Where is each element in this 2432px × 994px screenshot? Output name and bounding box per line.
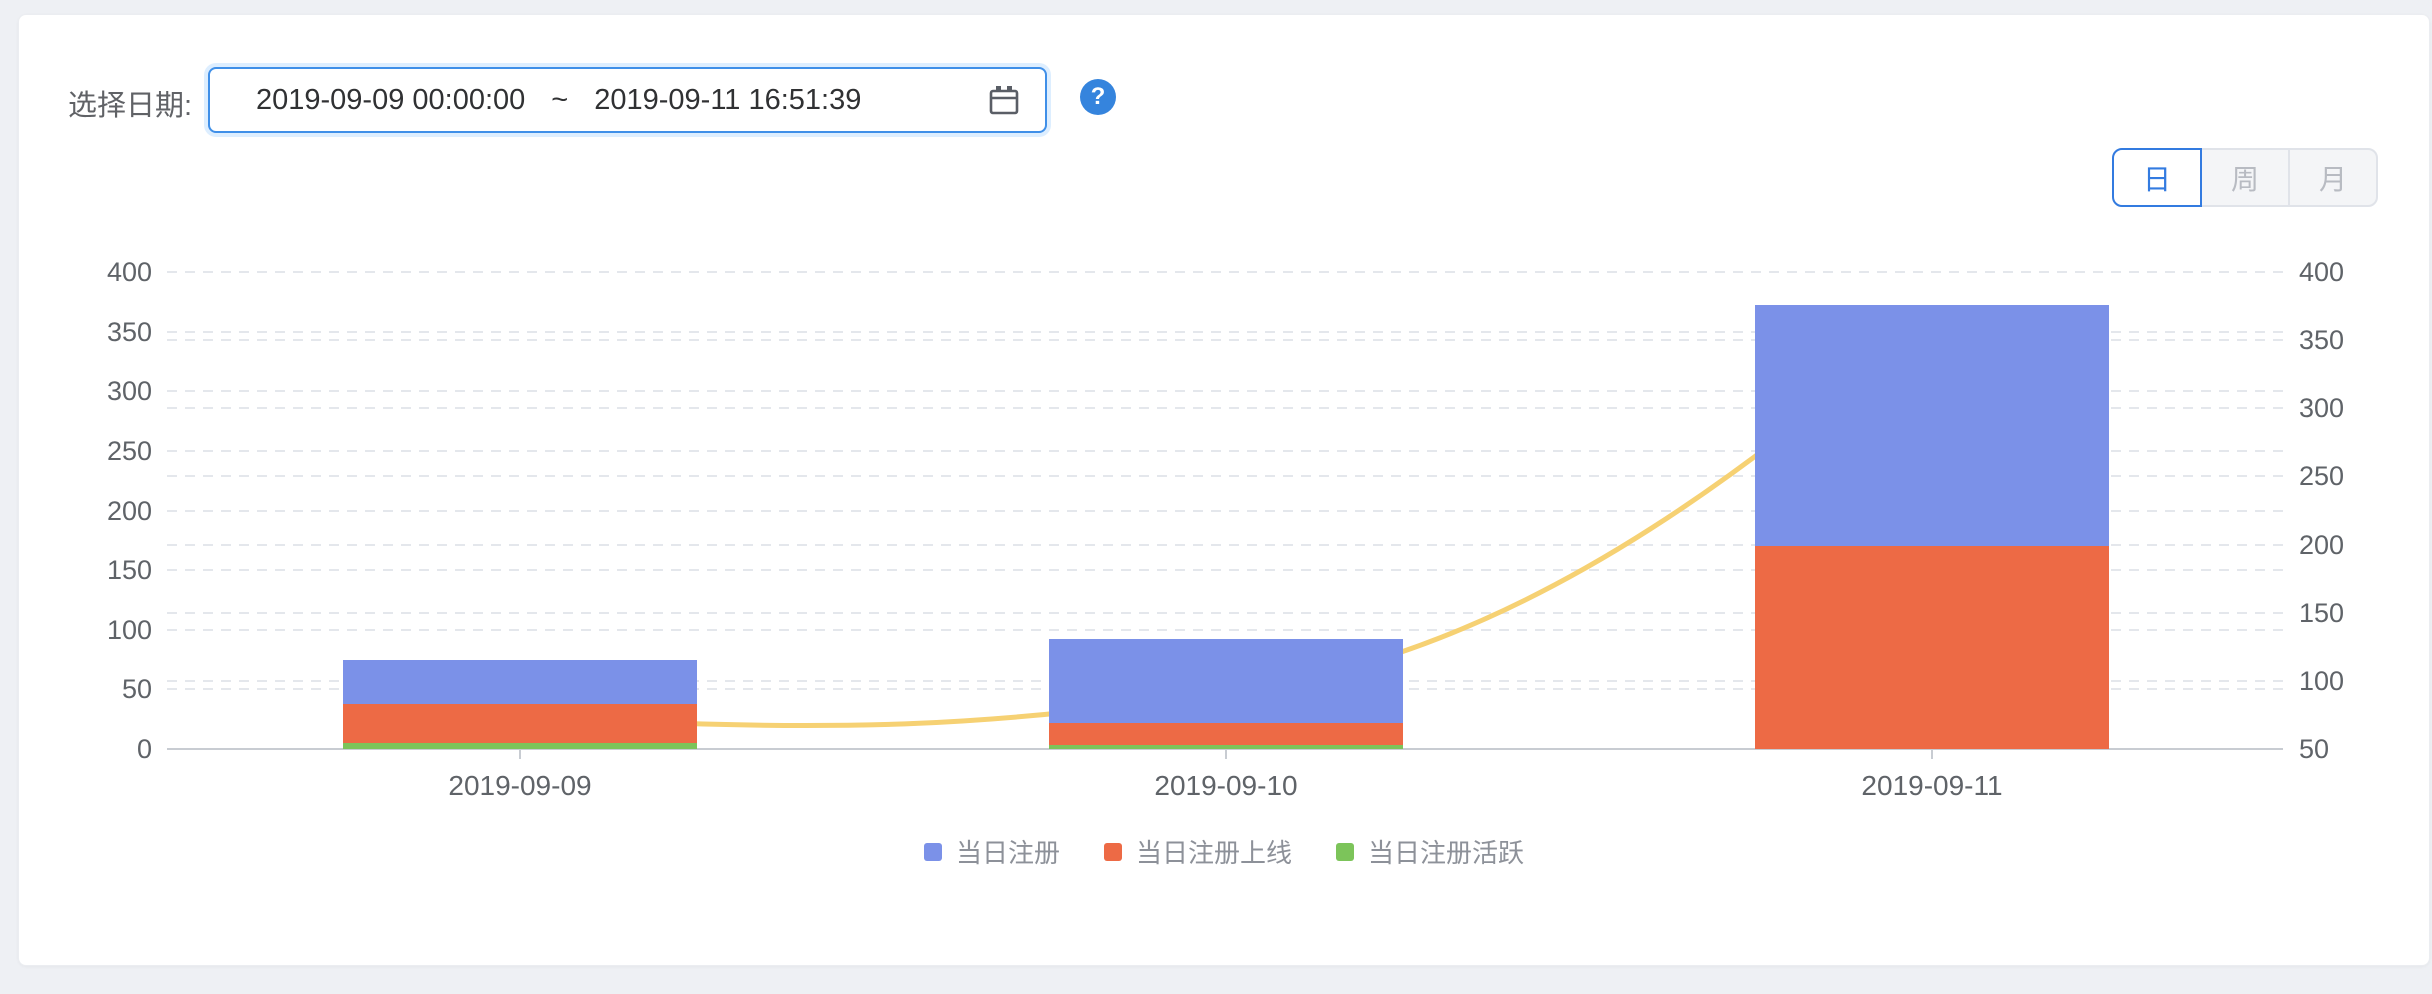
date-range-start: 2019-09-09 00:00:00 [256, 83, 526, 116]
y-axis-label-left: 350 [106, 316, 152, 347]
legend-item[interactable]: 当日注册活跃 [1336, 833, 1524, 870]
calendar-icon[interactable] [987, 83, 1021, 117]
bar-当日注册活跃 [343, 743, 697, 749]
x-axis-tick [1931, 750, 1933, 759]
y-axis-label-right: 300 [2299, 393, 2345, 424]
legend-marker [1336, 842, 1354, 861]
date-range-input[interactable]: 2019-09-09 00:00:00 ~ 2019-09-11 16:51:3… [208, 67, 1047, 133]
y-axis-label-right: 150 [2299, 597, 2345, 628]
x-axis-tick [1225, 750, 1227, 759]
y-axis-label-right: 250 [2299, 461, 2345, 492]
date-range-end: 2019-09-11 16:51:39 [594, 83, 862, 116]
bar-当日注册上线 [1755, 546, 2109, 749]
granularity-tab-group: 日 周 月 [2112, 148, 2378, 207]
legend-label: 当日注册上线 [1135, 838, 1292, 868]
legend-marker [923, 842, 942, 861]
gridline-left-axis [167, 271, 2283, 273]
y-axis-label-left: 100 [106, 614, 152, 645]
y-axis-label-left: 400 [106, 257, 152, 287]
x-axis-label: 2019-09-10 [1154, 770, 1298, 801]
y-axis-label-right: 100 [2299, 665, 2345, 696]
legend-item[interactable]: 当日注册上线 [1103, 833, 1292, 870]
y-axis-label-right: 200 [2299, 529, 2345, 560]
y-axis-label-left: 250 [106, 435, 152, 466]
x-axis-label: 2019-09-11 [1861, 770, 2003, 801]
date-filter-label: 选择日期: [68, 90, 193, 122]
legend-marker [1103, 842, 1122, 861]
y-axis-label-right: 50 [2299, 734, 2330, 764]
y-axis-label-right: 400 [2299, 257, 2345, 287]
bar-当日注册活跃 [1049, 745, 1403, 749]
y-axis-label-left: 150 [106, 555, 152, 586]
x-axis-tick [519, 750, 521, 759]
tab-month[interactable]: 月 [2288, 148, 2378, 207]
legend-label: 当日注册 [955, 838, 1060, 868]
tab-day[interactable]: 日 [2112, 148, 2202, 207]
y-axis-label-left: 0 [136, 734, 152, 764]
help-icon[interactable]: ? [1080, 79, 1116, 115]
x-axis-label: 2019-09-09 [448, 770, 592, 801]
legend-item[interactable]: 当日注册 [923, 833, 1060, 870]
y-axis-label-left: 200 [106, 495, 152, 526]
date-range-separator: ~ [551, 83, 569, 116]
tab-week[interactable]: 周 [2200, 148, 2290, 207]
x-axis-line [167, 748, 2283, 750]
y-axis-label-left: 50 [121, 674, 152, 705]
y-axis-label-left: 300 [106, 376, 152, 407]
legend-label: 当日注册活跃 [1368, 838, 1525, 868]
y-axis-label-right: 350 [2299, 325, 2345, 356]
chart-legend: 当日注册 当日注册上线 当日注册活跃 [18, 833, 2430, 870]
